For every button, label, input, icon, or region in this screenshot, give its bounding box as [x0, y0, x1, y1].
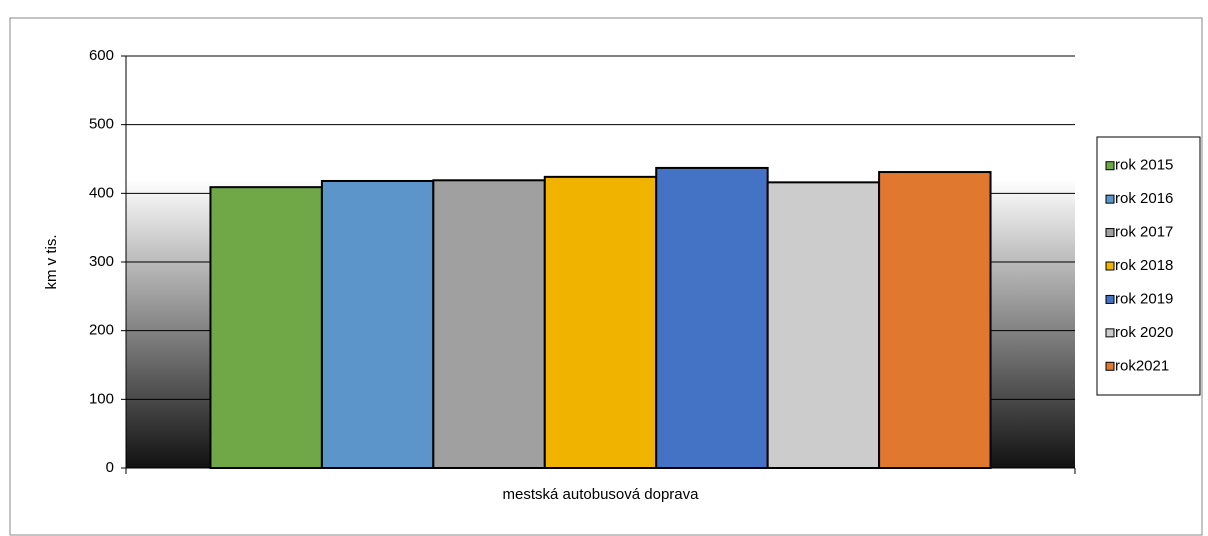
legend-label: rok 2016: [1115, 190, 1173, 207]
legend-swatch: [1105, 161, 1115, 171]
legend-label: rok 2019: [1115, 290, 1173, 307]
legend-label: rok 2020: [1115, 324, 1173, 341]
bar: [543, 175, 658, 469]
x-tick-label: mestská autobusová doprava: [503, 486, 700, 503]
bar: [320, 179, 435, 469]
legend-label: rok 2018: [1115, 257, 1173, 274]
bar: [432, 179, 546, 470]
legend-swatch: [1105, 228, 1115, 238]
y-tick-label: 0: [106, 459, 114, 476]
legend-swatch: [1105, 328, 1115, 338]
bar: [878, 171, 992, 469]
y-tick-label: 100: [89, 390, 114, 407]
y-tick-label: 200: [89, 322, 114, 339]
bar: [766, 181, 881, 469]
legend-swatch: [1105, 294, 1115, 304]
y-tick-label: 600: [89, 47, 114, 64]
y-tick-label: 300: [89, 253, 114, 270]
legend-label: rok 2017: [1115, 224, 1173, 241]
legend-label: rok2021: [1115, 357, 1169, 374]
legend-swatch: [1105, 361, 1115, 371]
y-tick-label: 400: [89, 184, 114, 201]
bar: [209, 186, 323, 470]
bar: [655, 166, 769, 469]
y-axis-label: km v tis.: [43, 235, 60, 290]
legend-swatch: [1105, 261, 1115, 271]
legend-label: rok 2015: [1115, 157, 1173, 174]
legend-swatch: [1105, 194, 1115, 204]
y-tick-label: 500: [89, 116, 114, 133]
